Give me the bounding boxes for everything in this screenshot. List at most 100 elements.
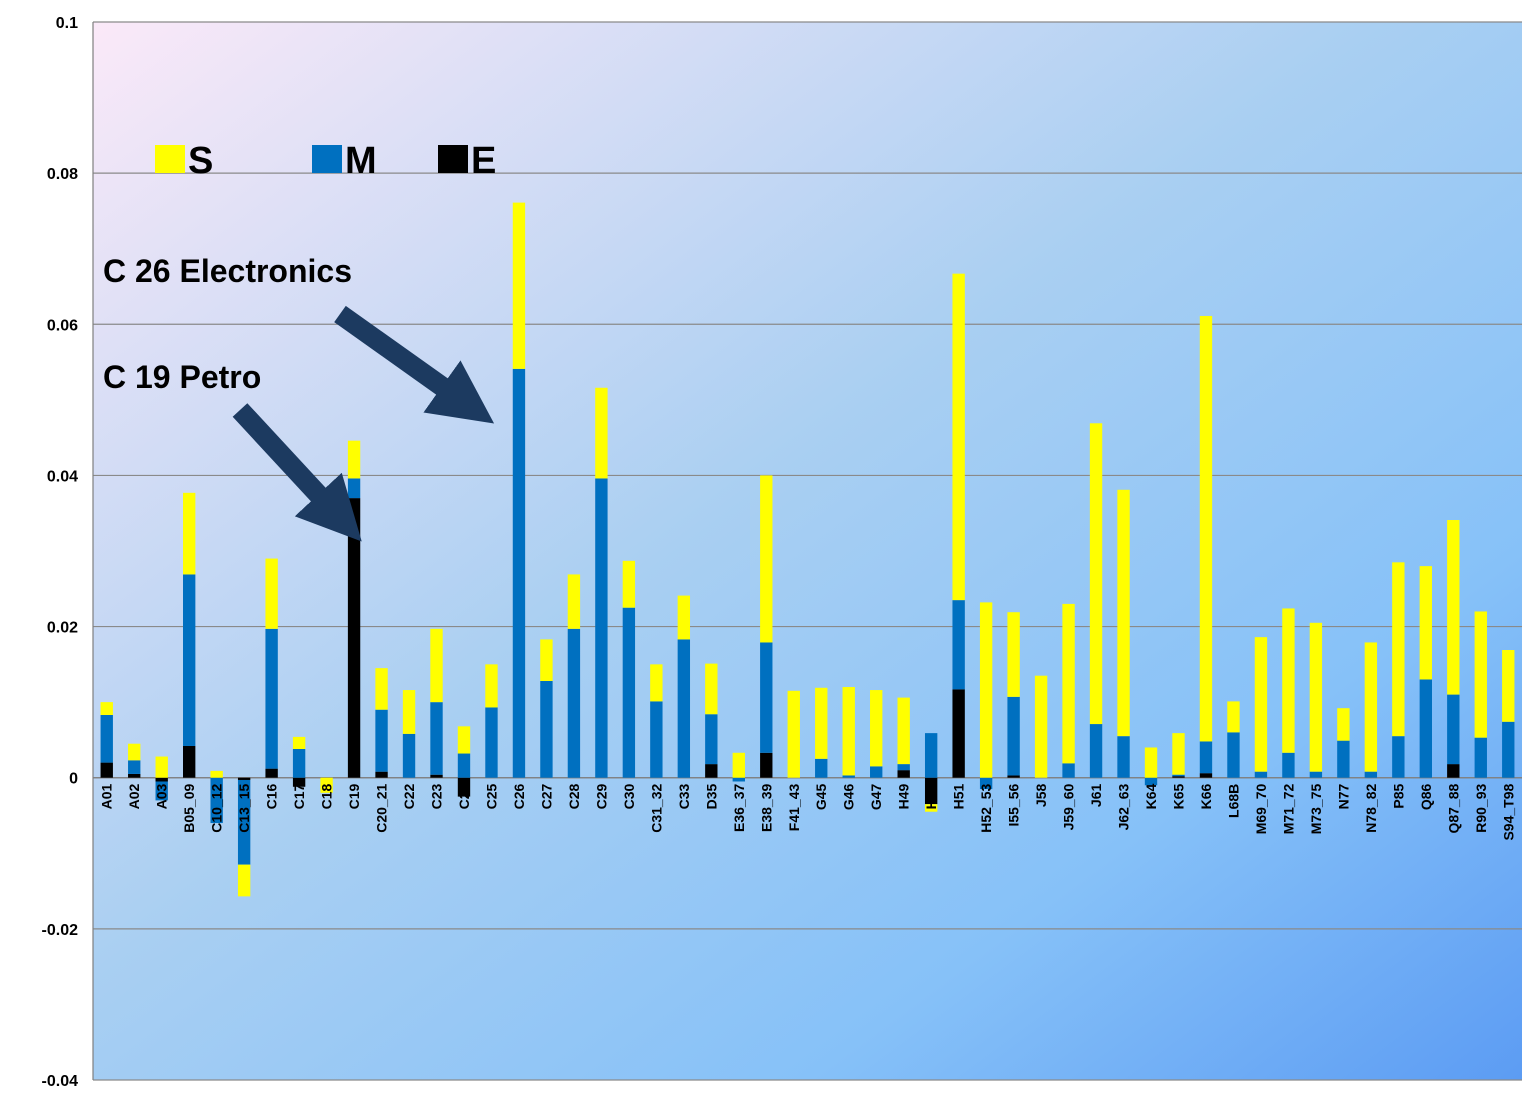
- bar-segment-S-I55_56: [1007, 612, 1020, 697]
- x-tick-label: E36_37: [731, 784, 747, 832]
- bar-segment-E-B05_09: [182, 745, 196, 778]
- y-tick-label: -0.04: [42, 1073, 79, 1090]
- bar-segment-M-H51: [952, 600, 965, 690]
- bar-segment-E-H49: [897, 770, 910, 778]
- bar-segment-S-A01: [100, 702, 113, 715]
- x-tick-label: E38_39: [758, 784, 774, 832]
- bar-segment-S-C20_21: [375, 668, 388, 710]
- bar-segment-M-K64: [1144, 777, 1158, 786]
- x-tick-label: G45: [813, 784, 829, 811]
- bar-segment-E-D35: [705, 764, 718, 778]
- x-tick-label: F41_43: [786, 784, 802, 832]
- bar-segment-M-C30: [622, 607, 636, 778]
- legend-swatch-M: [312, 145, 342, 173]
- x-tick-label: C22: [401, 784, 417, 810]
- bar-segment-S-J61: [1089, 423, 1103, 725]
- y-tick-label: 0.02: [47, 620, 78, 637]
- bar-segment-M-C22: [402, 733, 416, 778]
- bar-segment-E-C13_15: [237, 777, 251, 780]
- bar-segment-S-H51: [952, 273, 965, 601]
- bar-segment-S-S94_T98: [1502, 649, 1515, 722]
- bar-segment-M-H50: [924, 733, 938, 778]
- bar-segment-S-A03: [155, 756, 168, 778]
- bar-segment-S-C31_32: [650, 664, 663, 702]
- x-tick-label: C27: [538, 784, 554, 810]
- bar-segment-M-G45: [815, 758, 828, 778]
- x-tick-label: C30: [621, 784, 637, 810]
- x-tick-label: G47: [868, 784, 884, 811]
- bar-segment-M-N78_82: [1364, 771, 1378, 778]
- bar-segment-M-C33: [677, 639, 691, 778]
- bar-segment-M-M69_70: [1254, 771, 1268, 778]
- x-tick-label: A02: [126, 784, 142, 810]
- legend-label-E: E: [471, 140, 496, 182]
- x-tick-label: C13_15: [236, 784, 252, 833]
- bar-segment-E-C23: [430, 774, 443, 778]
- bar-segment-S-E36_37: [732, 752, 745, 778]
- bar-segment-S-N77: [1337, 708, 1350, 741]
- x-tick-label: A01: [99, 784, 115, 810]
- bar-segment-S-C25: [485, 664, 498, 708]
- bar-segment-S-C27: [540, 639, 553, 681]
- bar-segment-S-H49: [897, 697, 910, 765]
- bar-segment-M-C28: [567, 628, 581, 778]
- bar-segment-S-C10_12: [210, 770, 223, 778]
- bar-segment-S-J58: [1034, 675, 1048, 778]
- y-tick-label: -0.02: [42, 922, 79, 939]
- bar-segment-S-C29: [595, 387, 608, 479]
- bar-segment-M-C10_12: [210, 777, 223, 824]
- bar-segment-S-J59_60: [1062, 603, 1075, 764]
- bar-segment-S-E38_39: [760, 475, 773, 643]
- bar-segment-E-C17: [292, 777, 306, 787]
- x-tick-label: C17: [291, 784, 307, 810]
- bar-segment-M-C17: [292, 748, 306, 778]
- x-tick-label: N77: [1335, 784, 1351, 810]
- x-tick-label: D35: [703, 784, 719, 810]
- bar-segment-M-L68B: [1227, 732, 1240, 778]
- x-tick-label: M69_70: [1253, 784, 1269, 835]
- bar-segment-S-Q87_88: [1447, 520, 1460, 695]
- x-tick-label: J59_60: [1061, 784, 1077, 831]
- bar-segment-M-B05_09: [182, 574, 196, 746]
- bar-segment-S-L68B: [1227, 701, 1240, 733]
- bar-segment-E-K65: [1172, 776, 1185, 778]
- bar-segment-M-P85: [1392, 736, 1405, 778]
- bar-segment-M-S94_T98: [1502, 721, 1515, 778]
- bar-segment-M-G46: [842, 775, 855, 778]
- x-axis-labels: A01 A02 A03 B05_09 C10_12 C13_15 C16 C17 C18 C19 C…: [99, 784, 1517, 841]
- bar-segment-M-A01: [100, 714, 113, 763]
- bar-segment-S-M71_72: [1282, 608, 1295, 753]
- x-tick-label: R90_93: [1473, 784, 1489, 833]
- bar-segment-E-C19: [347, 498, 361, 778]
- x-tick-label: C18: [319, 784, 335, 810]
- bar-segment-S-C22: [402, 690, 416, 734]
- bar-segment-M-N77: [1337, 740, 1350, 778]
- bar-segment-M-K65: [1172, 774, 1185, 777]
- x-tick-label: K65: [1170, 784, 1186, 810]
- bar-segment-S-R90_93: [1474, 611, 1487, 738]
- bar-segment-M-E36_37: [732, 777, 745, 782]
- y-tick-label: 0.1: [56, 15, 78, 32]
- x-tick-label: H49: [896, 784, 912, 810]
- x-tick-label: J61: [1088, 784, 1104, 808]
- bar-segment-S-A02: [128, 743, 141, 761]
- bar-segment-M-C27: [540, 680, 553, 778]
- bar-segment-S-M69_70: [1254, 637, 1268, 772]
- bar-segment-S-G46: [842, 687, 855, 776]
- x-tick-label: Q87_88: [1445, 784, 1461, 834]
- bar-segment-E-C20_21: [375, 771, 388, 778]
- x-tick-label: C29: [593, 784, 609, 810]
- bar-segment-E-H51: [952, 689, 965, 778]
- bar-segment-S-D35: [705, 663, 718, 715]
- bar-segment-M-J59_60: [1062, 763, 1075, 778]
- bar-segment-M-C25: [485, 707, 498, 778]
- x-tick-label: S94_T98: [1500, 784, 1516, 841]
- bar-segment-E-H50: [924, 777, 938, 805]
- bar-segment-S-G45: [815, 687, 828, 759]
- bar-segment-S-N78_82: [1364, 642, 1378, 772]
- bar-segment-S-C23: [430, 628, 443, 703]
- bar-segment-S-F41_43: [787, 690, 800, 778]
- bar-segment-M-H52_53: [979, 777, 993, 790]
